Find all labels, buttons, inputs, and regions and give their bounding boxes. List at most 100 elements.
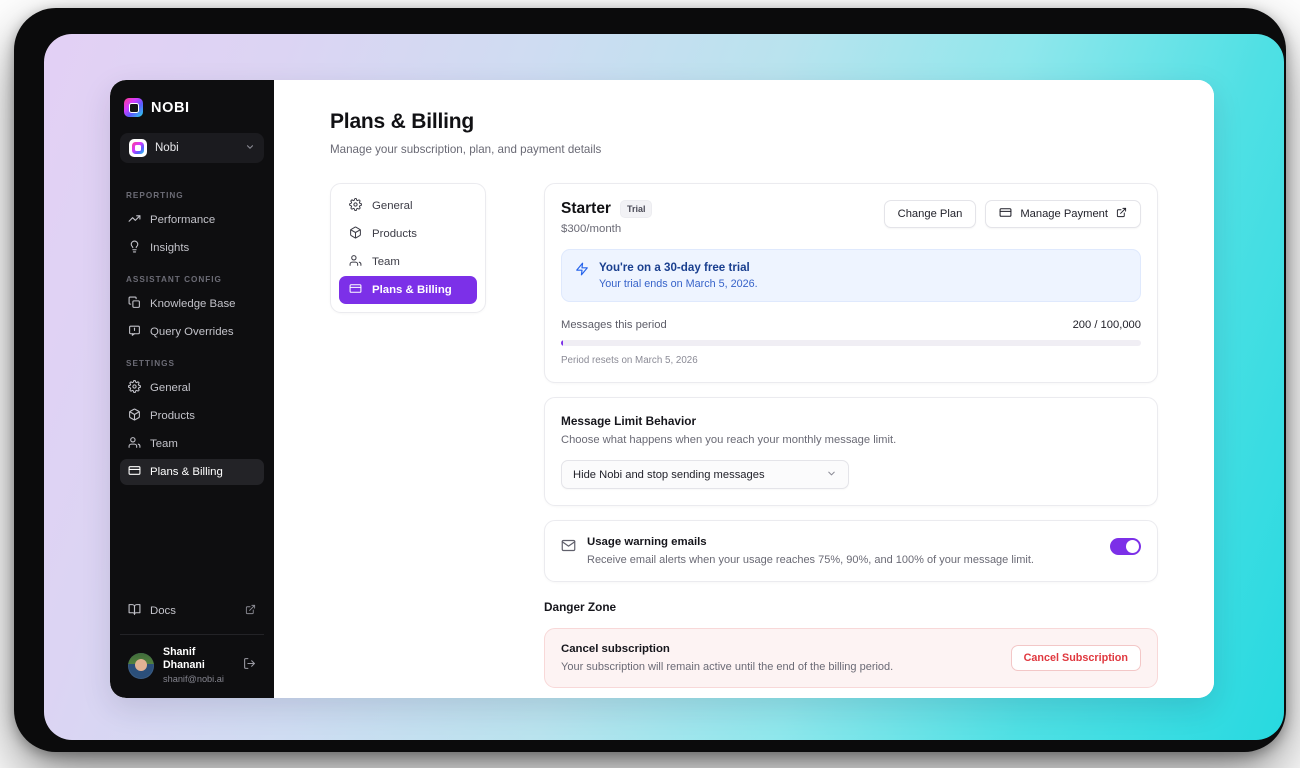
section-title: Message Limit Behavior — [561, 414, 697, 428]
nav-group-label-assistant-config: ASSISTANT CONFIG — [126, 275, 222, 284]
sidebar-item-label: Performance — [150, 214, 216, 226]
selected-option-label: Hide Nobi and stop sending messages — [573, 468, 765, 481]
sidebar-nav: REPORTING Performance Insights ASSISTANT… — [110, 175, 274, 598]
logout-icon[interactable] — [243, 657, 256, 675]
workspace-name: Nobi — [155, 142, 179, 154]
manage-payment-label: Manage Payment — [1020, 208, 1108, 220]
tab-team[interactable]: Team — [339, 248, 477, 276]
copy-icon — [128, 296, 141, 312]
sidebar-item-team[interactable]: Team — [120, 431, 264, 457]
tab-products[interactable]: Products — [339, 220, 477, 248]
workspace-switcher[interactable]: Nobi — [120, 133, 264, 163]
external-link-icon — [1116, 207, 1127, 221]
cancel-subscription-button[interactable]: Cancel Subscription — [1010, 645, 1141, 671]
workspace-logo-icon — [129, 139, 147, 157]
plan-actions: Change Plan Manage Payment — [883, 200, 1141, 228]
cancel-subscription-button-label: Cancel Subscription — [1023, 652, 1128, 664]
plan-price: $300/month — [561, 223, 622, 235]
lightbulb-icon — [128, 240, 141, 256]
settings-columns: General Products Team Plans & Billi — [274, 156, 1214, 688]
trial-banner: You're on a 30-day free trial Your trial… — [561, 249, 1141, 302]
tab-label: General — [372, 200, 413, 212]
plan-title-row: Starter Trial — [561, 200, 653, 218]
plan-card: Starter Trial $300/month Change Plan — [544, 183, 1158, 383]
trial-subtitle: Your trial ends on March 5, 2026. — [599, 278, 758, 290]
usage-row: Messages this period 200 / 100,000 — [561, 319, 1141, 331]
brand: NOBI — [110, 80, 274, 127]
tab-general[interactable]: General — [339, 192, 477, 220]
gear-icon — [349, 198, 362, 214]
box-icon — [349, 226, 362, 242]
change-plan-button[interactable]: Change Plan — [883, 200, 977, 228]
users-icon — [349, 254, 362, 270]
cancel-subscription-text: Cancel subscription Your subscription wi… — [561, 643, 893, 673]
usage-value: 200 / 100,000 — [1072, 319, 1141, 331]
book-icon — [128, 603, 141, 619]
usage-warning-title: Usage warning emails — [587, 536, 707, 548]
manage-payment-button[interactable]: Manage Payment — [985, 200, 1141, 228]
avatar — [128, 652, 154, 679]
sidebar: NOBI Nobi REPORTING Performance — [110, 80, 274, 698]
gear-icon — [127, 380, 141, 396]
message-limit-behavior-card: Message Limit Behavior Choose what happe… — [544, 397, 1158, 506]
page-title: Plans & Billing — [330, 110, 475, 133]
usage-label: Messages this period — [561, 319, 667, 331]
sidebar-item-query-overrides[interactable]: Query Overrides — [120, 319, 264, 345]
sidebar-item-label: Query Overrides — [150, 326, 234, 338]
sidebar-item-docs[interactable]: Docs — [120, 598, 264, 624]
sidebar-bottom: Docs Shanif Dhanani shanif@nobi.ai — [110, 598, 274, 698]
nav-group-label-settings: SETTINGS — [126, 359, 175, 368]
trending-up-icon — [128, 212, 141, 228]
sidebar-item-label: General — [150, 382, 191, 394]
sidebar-item-label: Products — [150, 410, 195, 422]
credit-card-icon — [128, 464, 141, 480]
trial-title: You're on a 30-day free trial — [599, 261, 750, 274]
danger-zone-label: Danger Zone — [544, 600, 617, 614]
device-screen: NOBI Nobi REPORTING Performance — [44, 34, 1284, 740]
period-reset-note: Period resets on March 5, 2026 — [561, 355, 698, 366]
external-link-icon — [245, 604, 256, 618]
user-name: Shanif Dhanani — [163, 645, 205, 672]
plan-info: Starter Trial $300/month — [561, 200, 653, 235]
cancel-subscription-card: Cancel subscription Your subscription wi… — [544, 628, 1158, 688]
nobi-logo-icon — [124, 98, 143, 117]
settings-subnav: General Products Team Plans & Billi — [330, 183, 486, 313]
sidebar-item-insights[interactable]: Insights — [120, 235, 264, 261]
sidebar-item-label: Insights — [150, 242, 190, 254]
limit-behavior-select[interactable]: Hide Nobi and stop sending messages — [561, 460, 849, 489]
nav-group-label-reporting: REPORTING — [126, 191, 184, 200]
chevron-down-icon — [245, 142, 255, 154]
plan-header: Starter Trial $300/month Change Plan — [561, 200, 1141, 235]
message-square-icon — [128, 324, 141, 340]
docs-label: Docs — [150, 604, 176, 617]
mail-icon — [561, 538, 576, 558]
credit-card-icon — [999, 206, 1012, 222]
user-meta: Shanif Dhanani shanif@nobi.ai — [163, 646, 234, 686]
usage-warning-emails-card: Usage warning emails Receive email alert… — [544, 520, 1158, 582]
change-plan-label: Change Plan — [897, 208, 963, 220]
sidebar-item-general[interactable]: General — [120, 375, 264, 401]
settings-panel: Starter Trial $300/month Change Plan — [544, 183, 1158, 688]
sidebar-item-plans-billing[interactable]: Plans & Billing — [120, 459, 264, 485]
main-content: Plans & Billing Manage your subscription… — [274, 80, 1214, 698]
trial-text: You're on a 30-day free trial Your trial… — [599, 261, 758, 290]
sidebar-item-label: Team — [150, 438, 178, 450]
sidebar-item-performance[interactable]: Performance — [120, 207, 264, 233]
section-description: Choose what happens when you reach your … — [561, 434, 897, 446]
sidebar-item-label: Knowledge Base — [150, 298, 236, 310]
cancel-subscription-title: Cancel subscription — [561, 643, 670, 655]
box-icon — [128, 408, 141, 424]
sidebar-item-knowledge-base[interactable]: Knowledge Base — [120, 291, 264, 317]
credit-card-icon — [349, 282, 362, 298]
tab-plans-billing[interactable]: Plans & Billing — [339, 276, 477, 304]
tab-label: Plans & Billing — [372, 284, 452, 296]
user-email: shanif@nobi.ai — [163, 674, 224, 685]
status-badge: Trial — [619, 200, 653, 218]
sidebar-item-products[interactable]: Products — [120, 403, 264, 429]
user-profile[interactable]: Shanif Dhanani shanif@nobi.ai — [120, 633, 264, 698]
usage-warning-text: Usage warning emails Receive email alert… — [587, 536, 1034, 566]
sidebar-item-label: Plans & Billing — [150, 466, 223, 478]
usage-warning-toggle[interactable] — [1110, 538, 1141, 555]
page-subtitle: Manage your subscription, plan, and paym… — [330, 143, 602, 156]
plan-name: Starter — [561, 200, 611, 217]
